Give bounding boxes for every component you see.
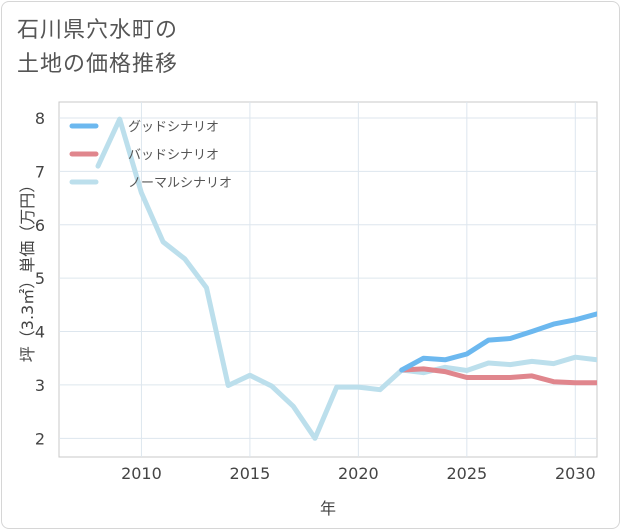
grid-lines — [59, 102, 597, 457]
x-tick-label: 2030 — [555, 464, 596, 483]
x-tick-label: 2010 — [121, 464, 162, 483]
y-axis-ticks: 2 3 4 5 6 7 8 — [35, 109, 45, 448]
legend-label: バッドシナリオ — [128, 148, 219, 163]
y-tick-label: 2 — [35, 429, 45, 448]
legend-item-0: グッドシナリオ — [69, 120, 219, 135]
legend-item-1: バッドシナリオ — [69, 148, 219, 163]
title-line-2: 土地の価格推移 — [17, 52, 179, 77]
plot-area — [58, 101, 598, 458]
x-tick-label: 2020 — [338, 464, 379, 483]
y-tick-label: 5 — [35, 269, 45, 288]
legend-item-2: ノーマルシナリオ — [69, 176, 232, 191]
title-line-1: 石川県穴水町の — [17, 18, 179, 43]
legend-label: ノーマルシナリオ — [128, 176, 232, 191]
chart-title: 石川県穴水町の 土地の価格推移 — [17, 14, 178, 82]
y-axis-label: 坪（3.3㎡）単価（万円） — [18, 177, 37, 362]
y-tick-label: 4 — [35, 323, 45, 342]
y-tick-label: 6 — [35, 216, 45, 235]
x-tick-label: 2025 — [446, 464, 487, 483]
series-line-1 — [399, 366, 597, 386]
x-tick-label: 2015 — [230, 464, 271, 483]
y-tick-label: 8 — [35, 109, 45, 128]
x-axis-label: 年 — [320, 499, 336, 518]
series-line-0 — [399, 311, 597, 373]
series-line-2 — [95, 116, 597, 441]
legend-label: グッドシナリオ — [128, 120, 219, 135]
y-tick-label: 7 — [35, 162, 45, 181]
x-axis-ticks: 2010 2015 2020 2025 2030 — [121, 464, 596, 483]
series-lines — [95, 116, 597, 441]
y-tick-label: 3 — [35, 376, 45, 395]
